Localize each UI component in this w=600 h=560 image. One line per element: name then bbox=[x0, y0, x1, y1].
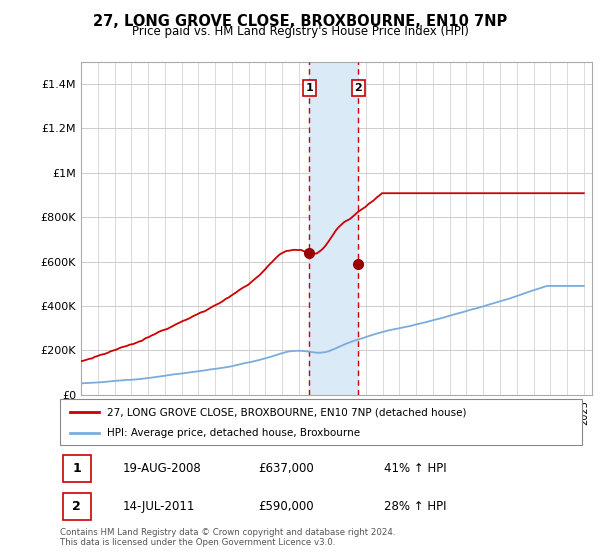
Text: 2: 2 bbox=[355, 83, 362, 94]
Text: Contains HM Land Registry data © Crown copyright and database right 2024.
This d: Contains HM Land Registry data © Crown c… bbox=[60, 528, 395, 547]
Text: HPI: Average price, detached house, Broxbourne: HPI: Average price, detached house, Brox… bbox=[107, 428, 360, 438]
Text: £637,000: £637,000 bbox=[259, 462, 314, 475]
Text: 14-JUL-2011: 14-JUL-2011 bbox=[122, 500, 195, 513]
Text: 2: 2 bbox=[73, 500, 81, 513]
Text: 1: 1 bbox=[305, 83, 313, 94]
Text: 28% ↑ HPI: 28% ↑ HPI bbox=[383, 500, 446, 513]
FancyBboxPatch shape bbox=[62, 493, 91, 520]
Text: £590,000: £590,000 bbox=[259, 500, 314, 513]
Text: 41% ↑ HPI: 41% ↑ HPI bbox=[383, 462, 446, 475]
Text: Price paid vs. HM Land Registry's House Price Index (HPI): Price paid vs. HM Land Registry's House … bbox=[131, 25, 469, 38]
Text: 27, LONG GROVE CLOSE, BROXBOURNE, EN10 7NP: 27, LONG GROVE CLOSE, BROXBOURNE, EN10 7… bbox=[93, 14, 507, 29]
Text: 19-AUG-2008: 19-AUG-2008 bbox=[122, 462, 202, 475]
Text: 27, LONG GROVE CLOSE, BROXBOURNE, EN10 7NP (detached house): 27, LONG GROVE CLOSE, BROXBOURNE, EN10 7… bbox=[107, 407, 466, 417]
Bar bbox=[310, 62, 358, 395]
FancyBboxPatch shape bbox=[62, 455, 91, 482]
FancyBboxPatch shape bbox=[60, 399, 582, 445]
Text: 1: 1 bbox=[73, 462, 81, 475]
